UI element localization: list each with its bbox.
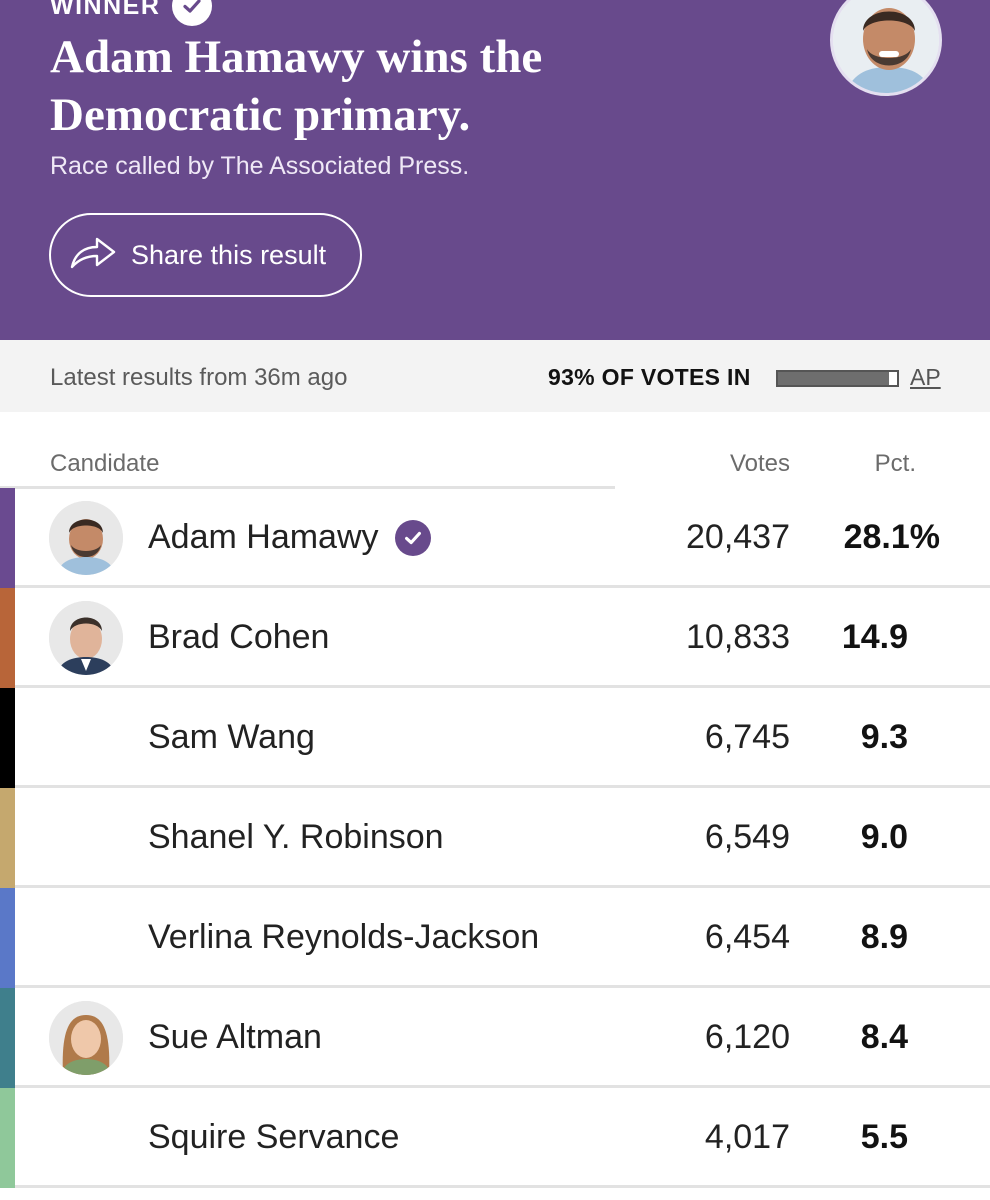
candidate-name: Shanel Y. Robinson [148, 818, 444, 857]
winner-label: WINNER [50, 0, 161, 20]
column-header-votes: Votes [729, 450, 790, 477]
candidate-name: Squire Servance [148, 1118, 399, 1157]
headline: Adam Hamawy wins the Democratic primary. [50, 31, 543, 141]
winner-checkmark-icon [394, 519, 431, 556]
column-header-candidate: Candidate [50, 450, 160, 477]
row-divider [15, 985, 990, 988]
last-updated: Latest results from 36m ago [50, 364, 348, 391]
candidate-name: Sam Wang [148, 718, 315, 757]
row-divider [15, 785, 990, 788]
share-button-label: Share this result [131, 239, 327, 270]
candidate-color-swatch [0, 688, 15, 788]
candidate-name-text: Squire Servance [148, 1118, 400, 1156]
reporting-progress-bar [776, 370, 899, 387]
column-header-pct: Pct. [874, 450, 916, 477]
candidate-color-swatch [0, 1088, 15, 1188]
votes-reporting: 93% OF VOTES IN [548, 364, 751, 390]
candidate-avatar [49, 501, 123, 575]
row-divider [15, 585, 990, 588]
checkmark-icon [172, 0, 213, 26]
candidate-row: Sam Wang 6,745 9.3 [0, 688, 990, 788]
candidate-name-text: Shanel Y. Robinson [148, 818, 444, 856]
row-divider [15, 1085, 990, 1088]
header-divider [0, 486, 615, 489]
candidate-votes: 6,549 [704, 818, 790, 856]
candidate-percent: 9.3 [860, 718, 908, 756]
winner-avatar [830, 0, 942, 96]
candidate-name-text: Sue Altman [148, 1018, 322, 1056]
candidate-votes: 4,017 [704, 1118, 790, 1156]
candidate-color-swatch [0, 888, 15, 988]
candidate-percent: 8.4 [860, 1018, 908, 1056]
candidate-name: Verlina Reynolds-Jackson [148, 918, 539, 957]
candidate-color-swatch [0, 988, 15, 1088]
candidate-color-swatch [0, 788, 15, 888]
candidate-percent: 28.1% [843, 518, 940, 556]
candidate-color-swatch [0, 488, 15, 588]
source-link[interactable]: AP [910, 364, 941, 390]
winner-row: WINNER [50, 0, 213, 26]
results-table-body: Adam Hamawy 20,437 28.1% Brad Cohen 10,833 14… [0, 488, 990, 1188]
race-call-note: Race called by The Associated Press. [50, 152, 470, 180]
candidate-row: Sue Altman 6,120 8.4 [0, 988, 990, 1088]
candidate-color-swatch [0, 588, 15, 688]
candidate-percent: 9.0 [860, 818, 908, 856]
candidate-votes: 6,120 [704, 1018, 790, 1056]
share-result-button[interactable]: Share this result [49, 213, 362, 297]
candidate-percent: 8.9 [860, 918, 908, 956]
candidate-name: Brad Cohen [148, 618, 329, 657]
candidate-name-text: Brad Cohen [148, 618, 330, 656]
candidate-votes: 6,454 [704, 918, 790, 956]
candidate-row: Brad Cohen 10,833 14.9 [0, 588, 990, 688]
candidate-name-text: Adam Hamawy [148, 518, 379, 556]
candidate-percent: 14.9 [841, 618, 908, 656]
row-divider [15, 1185, 990, 1188]
candidate-votes: 6,745 [704, 718, 790, 756]
reporting-progress-fill [778, 372, 889, 385]
candidate-name: Adam Hamawy [148, 518, 431, 557]
candidate-row: Adam Hamawy 20,437 28.1% [0, 488, 990, 588]
candidate-votes: 10,833 [686, 618, 790, 656]
candidate-name-text: Sam Wang [148, 718, 315, 756]
candidate-name: Sue Altman [148, 1018, 322, 1057]
candidate-percent: 5.5 [860, 1118, 908, 1156]
candidate-avatar [49, 1001, 123, 1075]
candidate-row: Shanel Y. Robinson 6,549 9.0 [0, 788, 990, 888]
winner-banner: WINNER Adam Hamawy wins the Democratic p… [0, 0, 990, 340]
share-arrow-icon [69, 235, 117, 276]
candidate-name-text: Verlina Reynolds-Jackson [148, 918, 540, 956]
results-table-header: Candidate Votes Pct. [0, 412, 990, 490]
results-status-bar: Latest results from 36m ago 93% OF VOTES… [0, 340, 990, 412]
row-divider [15, 885, 990, 888]
candidate-row: Squire Servance 4,017 5.5 [0, 1088, 990, 1188]
row-divider [15, 685, 990, 688]
candidate-votes: 20,437 [686, 518, 790, 556]
candidate-avatar [49, 601, 123, 675]
candidate-row: Verlina Reynolds-Jackson 6,454 8.9 [0, 888, 990, 988]
